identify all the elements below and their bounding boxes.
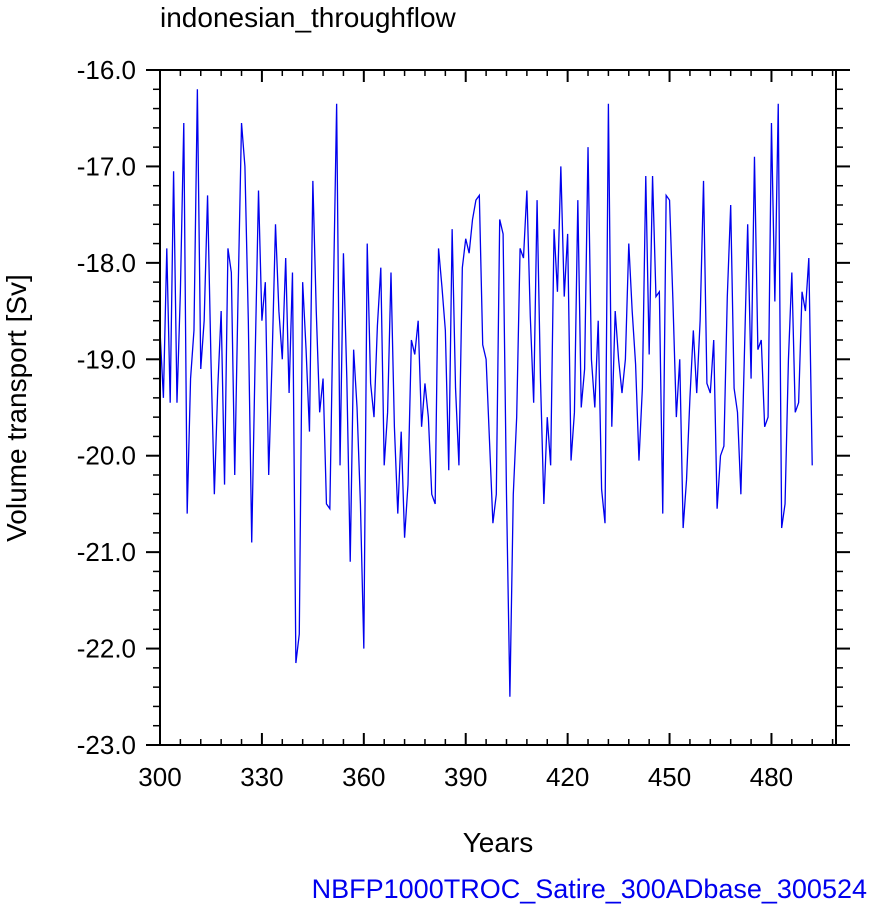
y-tick-label: -23.0 bbox=[77, 730, 136, 760]
x-tick-label: 330 bbox=[240, 762, 283, 792]
x-axis-label: Years bbox=[463, 827, 534, 858]
y-tick-label: -19.0 bbox=[77, 344, 136, 374]
x-tick-label: 360 bbox=[342, 762, 385, 792]
y-tick-labels: -16.0 -17.0 -18.0 -19.0 -20.0 -21.0 -22.0 -23.0 bbox=[77, 55, 136, 760]
x-tick-label: 450 bbox=[648, 762, 691, 792]
y-tick-label: -17.0 bbox=[77, 151, 136, 181]
y-axis-label: Volume transport [Sv] bbox=[1, 274, 32, 542]
y-tick-label: -20.0 bbox=[77, 441, 136, 471]
x-tick-label: 390 bbox=[444, 762, 487, 792]
y-tick-label: -18.0 bbox=[77, 248, 136, 278]
x-tick-labels: 300 330 360 390 420 450 480 bbox=[138, 762, 793, 792]
y-tick-label: -22.0 bbox=[77, 634, 136, 664]
chart-title: indonesian_throughflow bbox=[160, 2, 457, 33]
series-line bbox=[159, 89, 813, 697]
x-tick-label: 300 bbox=[138, 762, 181, 792]
plot-frame bbox=[159, 69, 837, 746]
major-ticks bbox=[146, 69, 850, 746]
y-tick-label: -16.0 bbox=[77, 55, 136, 85]
x-tick-label: 480 bbox=[750, 762, 793, 792]
y-tick-label: -21.0 bbox=[77, 537, 136, 567]
x-tick-label: 420 bbox=[546, 762, 589, 792]
footer-label: NBFP1000TROC_Satire_300ADbase_300524 bbox=[312, 874, 867, 904]
